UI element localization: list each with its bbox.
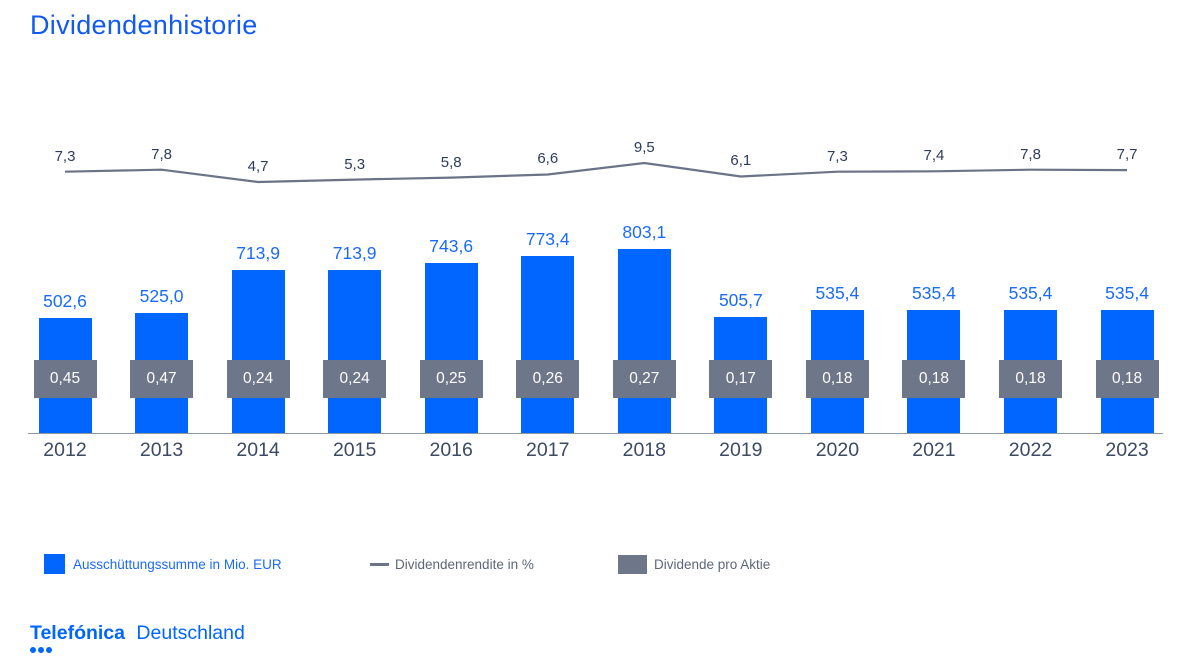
dividend-yield-polyline (64, 161, 1128, 184)
deutschland-wordmark: Deutschland (136, 622, 245, 644)
yield-value-label: 7,8 (151, 145, 172, 163)
dividend-per-share-box: 0,18 (999, 360, 1062, 398)
dividend-per-share-box: 0,27 (612, 360, 676, 398)
dividend-per-share-box: 0,18 (1095, 360, 1159, 398)
brand-logo: Telefónica Deutschland (30, 622, 245, 653)
dividend-per-share-box: 0,18 (805, 360, 869, 398)
legend-label-payout-sum: Ausschüttungssumme in Mio. EUR (73, 556, 282, 572)
year-label: 2021 (912, 439, 956, 461)
year-label: 2019 (719, 439, 763, 461)
legend-item-payout-sum: Ausschüttungssumme in Mio. EUR (44, 554, 370, 574)
dividend-per-share-label: 0,18 (1111, 370, 1143, 387)
dividend-bar (231, 269, 285, 433)
dividend-per-share-box: 0,45 (33, 360, 97, 398)
gray-line-swatch-icon (370, 562, 389, 566)
yield-value-label: 7,3 (826, 147, 848, 165)
yield-value-label: 9,5 (633, 138, 655, 156)
bar-value-label: 535,4 (815, 283, 860, 304)
x-axis-line (28, 433, 1163, 434)
year-label: 2017 (526, 439, 570, 461)
bar-value-label: 535,4 (1008, 283, 1053, 304)
year-label: 2015 (332, 439, 377, 461)
dividend-per-share-box: 0,25 (419, 360, 483, 398)
bar-value-label: 713,9 (236, 242, 280, 263)
year-label: 2018 (622, 439, 666, 461)
dividend-bar (424, 262, 478, 433)
dividend-per-share-box: 0,47 (130, 360, 194, 398)
yield-value-label: 5,3 (344, 155, 366, 173)
bar-value-label: 505,7 (718, 290, 763, 311)
dividend-per-share-label: 0,27 (629, 370, 660, 387)
legend-item-dividend-per-share: Dividende pro Aktie (618, 554, 771, 574)
year-label: 2023 (1105, 439, 1149, 461)
dividend-per-share-label: 0,18 (918, 370, 950, 387)
dividend-yield-line (64, 161, 1128, 184)
year-label: 2022 (1008, 439, 1053, 461)
dividend-per-share-label: 0,26 (532, 370, 563, 387)
year-label: 2020 (815, 439, 860, 461)
dividend-per-share-label: 0,24 (243, 370, 274, 387)
dividend-per-share-box: 0,26 (516, 360, 580, 398)
dividend-bar (328, 269, 382, 433)
blue-square-swatch-icon (44, 554, 65, 574)
dividend-bar (521, 255, 575, 433)
yield-value-label: 7,4 (923, 147, 945, 165)
page-title: Dividendenhistorie (30, 10, 258, 40)
bar-value-label: 525,0 (139, 285, 184, 306)
dividend-per-share-box: 0,18 (902, 360, 966, 398)
legend: Ausschüttungssumme in Mio. EUR Dividende… (44, 552, 770, 576)
logo-dots-icon (30, 647, 245, 653)
dividend-per-share-box: 0,24 (323, 360, 387, 398)
yield-value-label: 7,8 (1020, 145, 1041, 163)
gray-square-swatch-icon (618, 554, 647, 574)
dividend-per-share-label: 0,25 (436, 370, 467, 387)
telefonica-wordmark: Telefónica (30, 622, 125, 644)
brand-wordmark: Telefónica Deutschland (30, 622, 245, 645)
yield-value-label: 6,6 (537, 150, 559, 168)
dividend-per-share-label: 0,24 (339, 370, 370, 387)
dividend-per-share-label: 0,18 (822, 370, 853, 387)
bar-value-label: 773,4 (525, 228, 570, 249)
yield-value-label: 4,7 (247, 157, 269, 175)
dividend-per-share-box: 0,24 (226, 360, 290, 398)
year-label: 2016 (429, 439, 473, 461)
dividend-per-share-label: 0,45 (49, 370, 81, 387)
bar-value-label: 502,6 (43, 290, 87, 311)
dividend-per-share-label: 0,17 (725, 370, 756, 387)
year-label: 2012 (43, 439, 87, 461)
bar-value-label: 713,9 (332, 242, 377, 263)
legend-label-dividend-per-share: Dividende pro Aktie (654, 556, 771, 572)
dividend-per-share-label: 0,47 (146, 370, 177, 387)
legend-item-dividend-yield: Dividendenrendite in % (370, 557, 618, 572)
year-label: 2014 (236, 439, 280, 461)
year-label: 2013 (139, 439, 184, 461)
dividend-bar (617, 249, 671, 433)
bar-value-label: 743,6 (429, 235, 474, 256)
yield-value-label: 6,1 (730, 152, 752, 170)
yield-value-label: 7,7 (1116, 146, 1138, 164)
dividend-per-share-box: 0,17 (709, 360, 773, 398)
bar-value-label: 803,1 (622, 222, 667, 243)
yield-value-label: 7,3 (54, 147, 76, 165)
dividend-history-chart: 502,6 0,45 7,3 2012 525,0 0,47 7,8 2013 713,9 0,2… (28, 138, 1163, 461)
legend-label-dividend-yield: Dividendenrendite in % (395, 556, 534, 572)
dividend-per-share-label: 0,18 (1015, 370, 1046, 387)
bar-value-label: 535,4 (1105, 283, 1149, 304)
yield-value-label: 5,8 (440, 153, 462, 171)
bar-value-label: 535,4 (912, 283, 956, 304)
